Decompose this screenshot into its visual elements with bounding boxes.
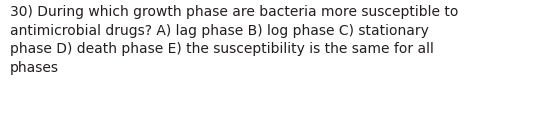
Text: 30) During which growth phase are bacteria more susceptible to
antimicrobial dru: 30) During which growth phase are bacter…: [10, 5, 459, 75]
